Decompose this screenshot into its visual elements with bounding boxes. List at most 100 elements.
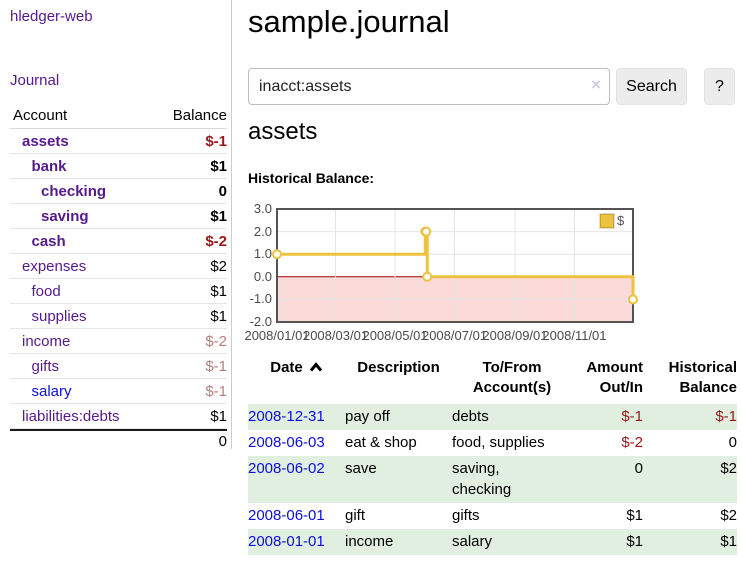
main-content: sample.journal × Search ? assets Histori…	[244, 0, 737, 582]
total-balance: 0	[218, 433, 227, 450]
register-amount-cell: $-1	[572, 404, 643, 430]
register-date-cell: 2008-01-01	[248, 529, 345, 555]
sidebar-account-link-checking[interactable]: checking	[41, 182, 107, 200]
amount-value: $-1	[621, 408, 643, 425]
register-description-cell: pay off	[345, 408, 390, 425]
register-header-row: Date Description To/From Account(s) Amount …	[248, 358, 737, 404]
register-row: 2008-06-01 gift gifts $1 $2	[248, 503, 737, 529]
y-axis-tick-label: -1.0	[249, 291, 272, 307]
account-row: bank $1	[10, 154, 227, 179]
sort-ascending-icon	[309, 362, 322, 372]
account-balance: $-1	[205, 382, 227, 400]
search-input[interactable]	[248, 68, 610, 105]
y-axis-tick-label: 3.0	[253, 201, 272, 216]
account-balance: $-1	[205, 357, 227, 375]
x-axis-tick-label: 2008/03/01	[302, 328, 369, 343]
sidebar-account-link-food[interactable]: food	[31, 282, 61, 300]
header-label: To/From Account(s)	[472, 359, 552, 396]
transaction-date-link[interactable]: 2008-06-02	[248, 460, 325, 477]
sidebar-account-link-gifts[interactable]: gifts	[31, 357, 60, 375]
search-button[interactable]: Search	[616, 68, 687, 105]
register-balance-cell: $-1	[643, 404, 737, 430]
account-balance: $1	[210, 407, 227, 425]
register-date-cell: 2008-06-02	[248, 456, 345, 503]
y-axis-tick-label: 2.0	[253, 223, 272, 239]
transaction-date-link[interactable]: 2008-06-03	[248, 434, 325, 451]
sidebar-account-link-income[interactable]: income	[22, 332, 71, 350]
sidebar-account-link-assets[interactable]: assets	[22, 132, 69, 150]
data-point-marker	[422, 271, 433, 282]
account-row: liabilities:debts $1	[10, 404, 227, 429]
sidebar: hledger-web Journal Account Balance asse…	[0, 0, 232, 450]
register-row: 2008-01-01 income salary $1 $1	[248, 529, 737, 555]
sidebar-item-journal[interactable]: Journal	[10, 72, 60, 89]
sidebar-account-table: Account Balance assets $-1 bank $1 checking 0…	[10, 104, 227, 450]
search-input-wrap: ×	[248, 68, 610, 105]
header-label: Historical Balance	[668, 359, 737, 396]
account-balance: $1	[210, 207, 227, 225]
account-balance: $2	[210, 257, 227, 275]
data-point-marker	[421, 226, 432, 237]
amount-value: 0	[634, 460, 643, 477]
register-header-amount: Amount Out/In	[572, 358, 643, 404]
page-title: sample.journal	[248, 4, 450, 39]
register-date-cell: 2008-06-01	[248, 503, 345, 529]
register-row: 2008-12-31 pay off debts $-1 $-1	[248, 404, 737, 430]
help-button[interactable]: ?	[704, 68, 735, 105]
x-axis-tick-label: 2008/01/01	[244, 328, 310, 343]
register-description-cell: eat & shop	[345, 434, 417, 451]
account-row: salary $-1	[10, 379, 227, 404]
account-balance: $1	[210, 282, 227, 300]
account-row: saving $1	[10, 204, 227, 229]
register-accounts-cell: gifts	[452, 507, 480, 524]
register-description-cell: save	[345, 460, 377, 477]
register-amount-cell: $-2	[572, 430, 643, 456]
clear-search-icon[interactable]: ×	[591, 75, 601, 94]
account-row: income $-2	[10, 329, 227, 354]
y-axis-tick-label: 1.0	[253, 246, 272, 262]
register-accounts-cell: food, supplies	[452, 434, 545, 451]
register-header-date[interactable]: Date	[248, 358, 345, 404]
legend-series-swatch	[600, 213, 614, 228]
register-row: 2008-06-02 save saving, checking 0 $2	[248, 456, 737, 503]
account-row: supplies $1	[10, 304, 227, 329]
register-balance-cell: $1	[643, 529, 737, 555]
balance-value: $1	[720, 533, 737, 550]
sidebar-account-link-supplies[interactable]: supplies	[31, 307, 87, 325]
sidebar-account-link-liabilities-debts[interactable]: liabilities:debts	[22, 407, 120, 425]
sidebar-account-link-salary[interactable]: salary	[31, 382, 72, 400]
register-description-cell: income	[345, 533, 394, 550]
balance-value: $2	[720, 460, 737, 477]
y-axis-tick-label: -2.0	[249, 314, 272, 329]
account-balance: $-1	[205, 132, 227, 150]
account-column-header: Account	[13, 107, 68, 124]
transaction-date-link[interactable]: 2008-01-01	[248, 533, 325, 550]
sidebar-account-link-expenses[interactable]: expenses	[22, 257, 87, 275]
transaction-date-link[interactable]: 2008-12-31	[248, 408, 325, 425]
x-axis-tick-label: 2008/07/01	[421, 328, 488, 343]
sidebar-account-link-cash[interactable]: cash	[31, 232, 66, 250]
app-title-link[interactable]: hledger-web	[10, 8, 93, 25]
account-row: checking 0	[10, 179, 227, 204]
sidebar-account-link-saving[interactable]: saving	[41, 207, 89, 225]
account-balance: $-2	[205, 232, 227, 250]
y-axis-tick-label: 0.0	[253, 268, 272, 284]
account-balance: $1	[210, 157, 227, 175]
transaction-date-link[interactable]: 2008-06-01	[248, 507, 325, 524]
register-row: 2008-06-03 eat & shop food, supplies $-2 0	[248, 430, 737, 456]
register-accounts-cell: salary	[452, 533, 493, 550]
chart-legend: $	[600, 213, 625, 228]
header-label: Date	[270, 359, 303, 376]
account-row: food $1	[10, 279, 227, 304]
balance-column-header: Balance	[172, 107, 227, 124]
account-table-header: Account Balance	[10, 104, 227, 129]
sidebar-account-link-bank[interactable]: bank	[31, 157, 67, 175]
search-form: × Search ?	[248, 68, 735, 105]
x-axis-tick-label: 2008/05/01	[362, 328, 428, 343]
x-axis-tick-label: 2008/09/01	[482, 328, 548, 343]
chart-title: Historical Balance:	[248, 170, 375, 186]
register-accounts-cell: saving, checking	[452, 460, 512, 498]
amount-value: $1	[626, 533, 643, 550]
x-axis-tick-label: 2008/11/01	[542, 328, 607, 343]
